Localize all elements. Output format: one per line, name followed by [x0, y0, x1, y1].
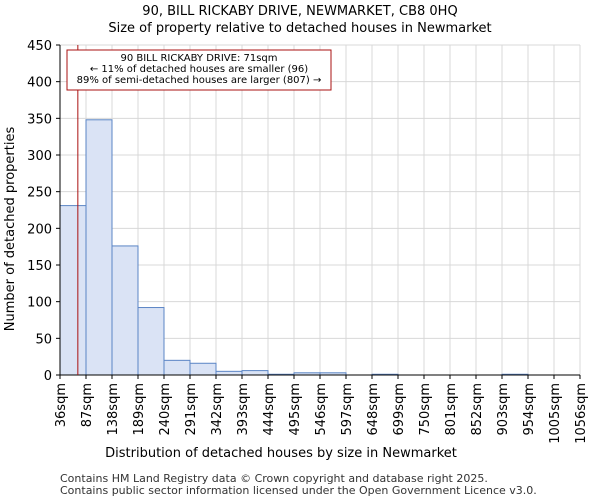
axis-layer: 0 50 100 150 200 250 300 350 400 450 36sqm 87sqm 138…	[27, 39, 589, 444]
x-tick-label: 1005sqm	[548, 383, 563, 444]
footer-licence: Contains public sector information licen…	[60, 484, 537, 497]
x-tick-label: 36sqm	[54, 383, 69, 427]
x-tick-label: 444sqm	[262, 383, 277, 436]
x-tick-label: 138sqm	[106, 383, 121, 436]
y-tick-label: 200	[27, 222, 52, 237]
y-tick-label: 350	[27, 112, 52, 127]
y-tick-label: 100	[27, 296, 52, 311]
x-tick-label: 750sqm	[418, 383, 433, 436]
chart-subtitle: Size of property relative to detached ho…	[108, 21, 491, 36]
bar-layer	[59, 119, 529, 376]
annotation-line: 89% of semi-detached houses are larger (…	[77, 75, 322, 86]
x-tick-label: 291sqm	[184, 383, 199, 436]
x-tick-label: 1056sqm	[574, 383, 589, 444]
annotation-box	[66, 49, 332, 91]
histogram-bar	[111, 245, 139, 376]
annotation-line: ← 11% of detached houses are smaller (96…	[90, 64, 308, 75]
footer-copyright: Contains HM Land Registry data © Crown c…	[60, 472, 488, 485]
y-tick-label: 450	[27, 39, 52, 54]
y-tick-label: 400	[27, 76, 52, 91]
histogram-bar	[241, 370, 269, 376]
x-tick-label: 393sqm	[236, 383, 251, 436]
y-tick-label: 300	[27, 149, 52, 164]
y-tick-label: 250	[27, 186, 52, 201]
histogram-bar	[59, 205, 87, 376]
x-tick-label: 852sqm	[470, 383, 485, 436]
x-tick-label: 648sqm	[366, 383, 381, 436]
histogram-bar	[163, 359, 191, 376]
chart-title: 90, BILL RICKABY DRIVE, NEWMARKET, CB8 0…	[142, 4, 457, 19]
histogram-bar	[85, 119, 113, 376]
y-axis-label: Number of detached properties	[3, 127, 18, 332]
histogram-bar	[189, 362, 217, 376]
x-tick-label: 903sqm	[496, 383, 511, 436]
x-tick-label: 342sqm	[210, 383, 225, 436]
x-tick-label: 801sqm	[444, 383, 459, 436]
x-tick-label: 240sqm	[158, 383, 173, 436]
y-tick-label: 0	[44, 369, 52, 384]
marker-layer: 90 BILL RICKABY DRIVE: 71sqm← 11% of det…	[66, 45, 332, 375]
histogram-bar	[137, 307, 165, 376]
x-tick-label: 87sqm	[80, 383, 95, 427]
y-tick-label: 150	[27, 259, 52, 274]
x-tick-label: 699sqm	[392, 383, 407, 436]
x-tick-label: 954sqm	[522, 383, 537, 436]
x-tick-label: 546sqm	[314, 383, 329, 436]
x-tick-label: 189sqm	[132, 383, 147, 436]
y-tick-label: 50	[35, 332, 52, 347]
x-tick-label: 495sqm	[288, 383, 303, 436]
annotation-line: 90 BILL RICKABY DRIVE: 71sqm	[120, 53, 277, 64]
x-axis-label: Distribution of detached houses by size …	[105, 446, 457, 461]
histogram-bar	[215, 370, 243, 376]
x-tick-label: 597sqm	[340, 383, 355, 436]
